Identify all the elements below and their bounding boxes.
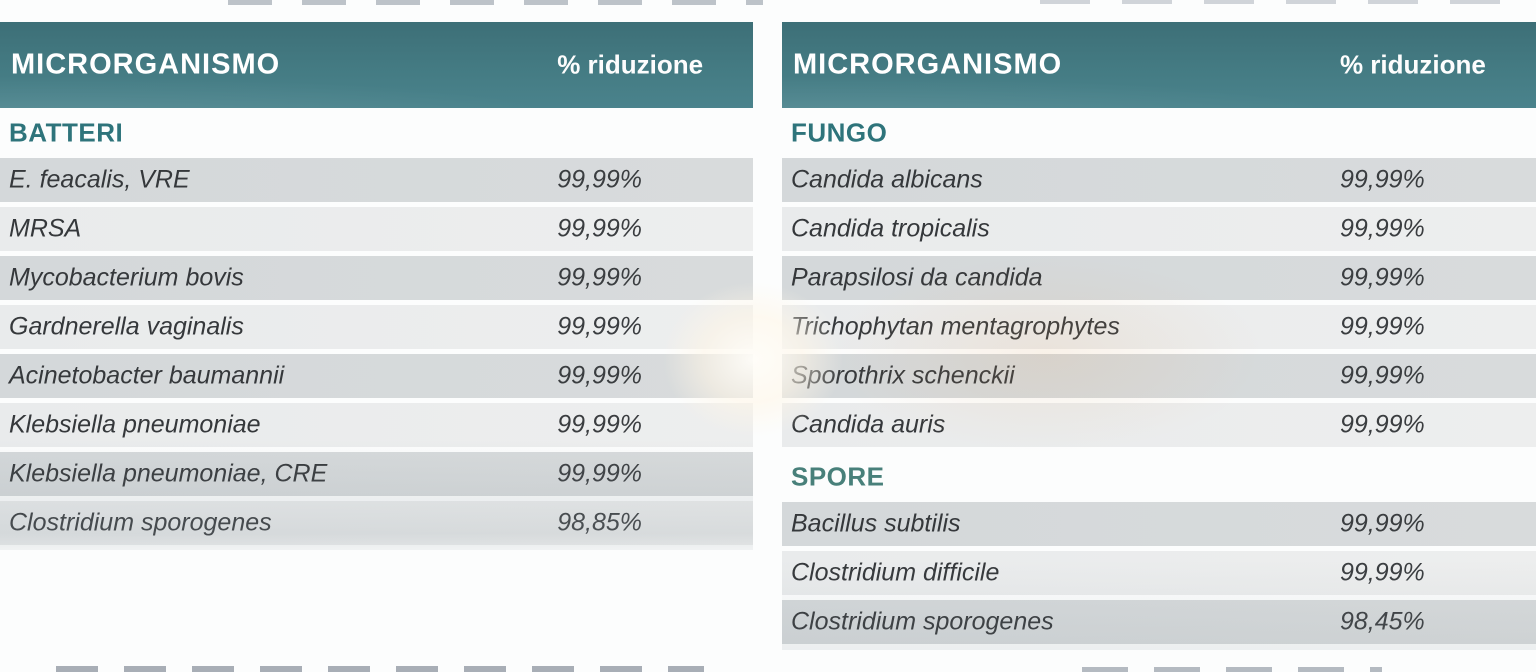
- reduction-value: 99,99%: [557, 410, 643, 439]
- table-row: Clostridium difficile 99,99%: [782, 551, 1536, 595]
- reduction-value: 99,99%: [557, 361, 643, 390]
- table-row: E. feacalis, VRE 99,99%: [0, 158, 753, 202]
- table-row: Acinetobacter baumannii 99,99%: [0, 354, 753, 398]
- organism-name: Bacillus subtilis: [791, 509, 961, 538]
- table-row: Candida tropicalis 99,99%: [782, 207, 1536, 251]
- organism-name: Candida auris: [791, 410, 946, 439]
- reduction-value: 99,99%: [1339, 410, 1425, 439]
- table-fungo-spore: MICRORGANISMO % riduzione FUNGO Candida alb…: [782, 22, 1536, 649]
- reduction-value: 99,99%: [557, 263, 643, 292]
- organism-name: Klebsiella pneumoniae, CRE: [9, 459, 328, 488]
- organism-name: MRSA: [9, 214, 82, 243]
- cropped-text-fragment-bottom-right: [1082, 667, 1382, 672]
- table-row: Clostridium sporogenes 98,45%: [782, 600, 1536, 644]
- reduction-value: 99,99%: [1339, 214, 1425, 243]
- table-row: MRSA 99,99%: [0, 207, 753, 251]
- reduction-value: 99,99%: [1339, 361, 1425, 390]
- section-header: BATTERI: [0, 108, 753, 158]
- table-row: Bacillus subtilis 99,99%: [782, 502, 1536, 546]
- cropped-text-fragment-bottom-left: [56, 666, 704, 672]
- organism-name: Mycobacterium bovis: [9, 263, 244, 292]
- table-header-bar: MICRORGANISMO % riduzione: [0, 22, 753, 108]
- organism-name: Clostridium sporogenes: [9, 508, 272, 537]
- table-row: Candida auris 99,99%: [782, 403, 1536, 447]
- table-batteri: MICRORGANISMO % riduzione BATTERI E. feacal…: [0, 22, 753, 550]
- table-header-bar: MICRORGANISMO % riduzione: [782, 22, 1536, 108]
- organism-name: Clostridium difficile: [791, 558, 1000, 587]
- organism-name: Candida tropicalis: [791, 214, 990, 243]
- column-header-microorganism: MICRORGANISMO: [793, 48, 1063, 81]
- cropped-text-fragment-top-right: [1040, 0, 1508, 4]
- table-row: Klebsiella pneumoniae, CRE 99,99%: [0, 452, 753, 496]
- organism-name: E. feacalis, VRE: [9, 165, 190, 194]
- organism-name: Klebsiella pneumoniae: [9, 410, 261, 439]
- section-header: FUNGO: [782, 108, 1536, 158]
- section-header-label: FUNGO: [791, 117, 888, 148]
- reduction-value: 99,99%: [557, 165, 643, 194]
- section-header-label: BATTERI: [9, 117, 124, 148]
- reduction-value: 99,99%: [1339, 263, 1425, 292]
- reduction-value: 99,99%: [1339, 509, 1425, 538]
- organism-name: Sporothrix schenckii: [791, 361, 1015, 390]
- table-row: Mycobacterium bovis 99,99%: [0, 256, 753, 300]
- table-row: Gardnerella vaginalis 99,99%: [0, 305, 753, 349]
- column-header-microorganism: MICRORGANISMO: [11, 48, 281, 81]
- section-header-label: SPORE: [791, 461, 885, 492]
- reduction-value: 99,99%: [1339, 165, 1425, 194]
- organism-name: Clostridium sporogenes: [791, 607, 1054, 636]
- reduction-value: 99,99%: [1339, 558, 1425, 587]
- organism-name: Acinetobacter baumannii: [9, 361, 285, 390]
- column-header-reduction: % riduzione: [557, 49, 704, 80]
- organism-name: Gardnerella vaginalis: [9, 312, 244, 341]
- table-row: Parapsilosi da candida 99,99%: [782, 256, 1536, 300]
- section-header: SPORE: [782, 452, 1536, 502]
- table-row: Clostridium sporogenes 98,85%: [0, 501, 753, 545]
- reduction-value: 99,99%: [557, 459, 643, 488]
- table-row: Sporothrix schenckii 99,99%: [782, 354, 1536, 398]
- reduction-value: 98,85%: [557, 508, 643, 537]
- reduction-value: 99,99%: [1339, 312, 1425, 341]
- organism-name: Parapsilosi da candida: [791, 263, 1043, 292]
- organism-name: Candida albicans: [791, 165, 983, 194]
- table-row: Candida albicans 99,99%: [782, 158, 1536, 202]
- cropped-text-fragment-top-left: [228, 0, 763, 5]
- organism-name: Trichophytan mentagrophytes: [791, 312, 1120, 341]
- reduction-value: 99,99%: [557, 214, 643, 243]
- column-header-reduction: % riduzione: [1339, 49, 1486, 80]
- reduction-value: 98,45%: [1339, 607, 1425, 636]
- reduction-value: 99,99%: [557, 312, 643, 341]
- table-row: Trichophytan mentagrophytes 99,99%: [782, 305, 1536, 349]
- table-row: Klebsiella pneumoniae 99,99%: [0, 403, 753, 447]
